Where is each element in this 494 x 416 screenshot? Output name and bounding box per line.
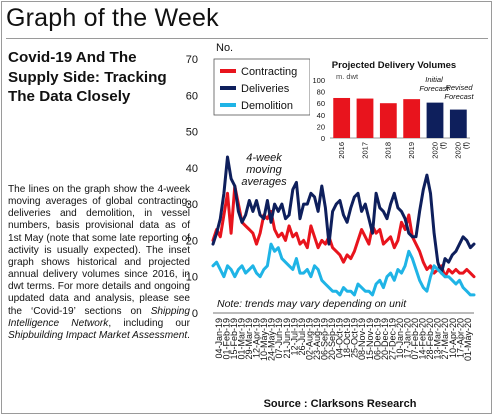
series-line-demolition [211,242,476,297]
inset-bar [403,99,421,138]
title-divider [6,38,488,39]
x-tick-label: 17-Jan-20 [403,318,413,359]
x-tick-label: 06-Dec-19 [372,318,382,360]
legend-label-contracting: Contracting [241,66,297,78]
x-tick-label: 07-Jun-19 [274,318,284,359]
inset-title: Projected Delivery Volumes [332,60,456,71]
inset-x-tick-label: 2020 [454,142,463,159]
x-tick-label: 15-Feb-19 [229,318,239,360]
body-link-shipbuilding-impact[interactable]: Shipbuilding Impact Market Assessment [8,329,188,341]
annotation-moving-averages: averages [241,176,287,188]
inset-annotation-revised: Forecast [444,92,474,101]
y-tick-label: 70 [186,54,198,66]
inset-y-tick-label: 100 [312,76,325,85]
x-tick-label: 01-May-20 [463,318,473,361]
inset-y-tick-label: 40 [317,111,325,120]
annotation-moving-averages: 4-week [246,152,282,164]
body-text-3: . [187,329,190,341]
inset-x-tick-label: (f) [462,142,471,150]
article-title: Covid-19 And The Supply Side: Tracking T… [8,49,167,105]
inset-x-tick-label: (f) [438,142,447,150]
x-tick-label: 06-Sep-19 [320,318,330,360]
x-tick-label: 10-Apr-20 [448,318,458,358]
x-tick-label: 07-Feb-20 [410,318,420,360]
x-tick-label: 27-Mar-20 [440,318,450,360]
y-tick-label: 30 [186,199,198,211]
x-tick-label: 12-Apr-19 [252,318,262,358]
x-tick-label: 20-Sep-19 [327,318,337,360]
y-tick-label: 20 [186,235,198,247]
x-tick-label: 04-Jan-19 [214,318,224,359]
inset-bar [333,97,351,138]
x-tick-label: 20-Dec-19 [380,318,390,360]
x-tick-label: 28-Feb-20 [425,318,435,360]
x-tick-label: 29-Mar-19 [244,318,254,360]
inset-bar [426,102,444,138]
inset-y-tick-label: 0 [321,134,325,143]
x-tick-label: 14-Feb-20 [418,318,428,360]
y-tick-label: 0 [192,308,198,320]
x-tick-label: 08-Nov-19 [357,318,367,360]
x-tick-label: 10-Jan-20 [395,318,405,359]
x-tick-label: 24-May-19 [267,318,277,361]
inset-bar [449,109,467,138]
x-tick-label: 26-Jul-19 [297,318,307,356]
x-tick-label: 21-Jun-19 [282,318,292,359]
inset-annotation-initial: Initial [425,75,443,84]
inset-x-tick-label: 2018 [384,142,393,159]
x-tick-label: 01-Feb-19 [221,318,231,360]
y-tick-label: 40 [186,163,198,175]
inset-x-tick-label: 2020 [430,142,439,159]
x-tick-label: 04-Oct-19 [335,318,345,358]
page-title: Graph of the Week [6,4,219,32]
article-body: The lines on the graph show the 4-week m… [8,184,190,342]
inset-annotation-initial: Forecast [419,84,449,93]
series-line-contracting [211,184,476,279]
x-tick-label: 27-Dec-19 [387,318,397,360]
inset-x-tick-label: 2017 [360,142,369,159]
inset-x-tick-label: 2016 [337,142,346,159]
inset-bar [356,98,374,138]
annotation-moving-averages: moving [246,164,282,176]
inset-x-tick-label: 2019 [407,142,416,159]
x-tick-label: 15-Nov-19 [365,318,375,360]
inset-annotation-revised: Revised [445,83,473,92]
chart-source: Source : Clarksons Research [264,398,417,410]
body-link-shipping-intelligence-network[interactable]: Shipping Intelligence Network [8,305,190,329]
inset-y-tick-label: 60 [317,99,325,108]
body-text-1: The lines on the graph show the 4-week m… [8,184,190,317]
x-tick-label: 02-Aug-19 [304,318,314,360]
x-tick-label: 18-Oct-19 [342,318,352,358]
x-tick-label: 17-Apr-20 [455,318,465,358]
body-text-2: , including our [108,317,190,329]
legend-label-deliveries: Deliveries [241,83,290,95]
x-tick-label: 25-Oct-19 [350,318,360,358]
annotation-note: Note: trends may vary depending on unit [217,298,407,310]
inset-y-axis-label: m. dwt [336,72,359,81]
x-tick-label: 01-Mar-19 [237,318,247,360]
inset-y-tick-label: 80 [317,88,325,97]
legend-label-demolition: Demolition [241,100,293,112]
inset-bar [379,103,397,138]
series-line-deliveries [211,155,476,275]
x-tick-label: 12-Jul-19 [289,318,299,356]
x-tick-label: 23-Aug-19 [312,318,322,360]
y-tick-label: 60 [186,90,198,102]
y-tick-label: 10 [186,272,198,284]
x-tick-label: 10-May-19 [259,318,269,361]
y-axis-label: No. [216,42,233,54]
inset-y-tick-label: 20 [317,122,325,131]
x-tick-label: 13-Mar-20 [433,318,443,360]
y-tick-label: 50 [186,127,198,139]
